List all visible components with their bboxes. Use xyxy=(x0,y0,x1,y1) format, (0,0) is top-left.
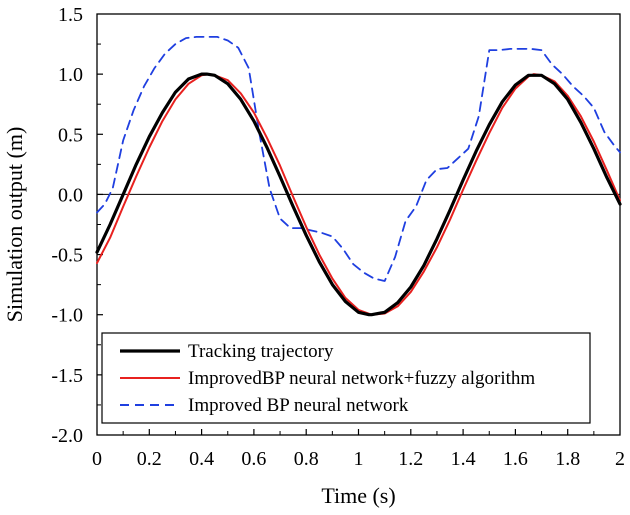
x-tick-label: 0.4 xyxy=(189,448,214,470)
legend: Tracking trajectory ImprovedBP neural net… xyxy=(101,332,591,424)
x-tick-label: 1.8 xyxy=(555,448,580,470)
legend-label-1: Tracking trajectory xyxy=(188,341,334,362)
y-tick-label: 1.5 xyxy=(58,4,83,26)
series-line-1 xyxy=(95,72,622,317)
x-tick-label: 1.6 xyxy=(503,448,528,470)
legend-box xyxy=(101,332,591,424)
x-tick-label: 1 xyxy=(354,448,364,470)
y-tick-label: 0.5 xyxy=(58,124,83,146)
y-tick-label: 1.0 xyxy=(58,64,83,86)
y-tick-label: -2.0 xyxy=(51,425,83,447)
x-tick-label: 0.8 xyxy=(294,448,319,470)
y-tick-label: 0.0 xyxy=(58,184,83,206)
x-tick-label: 2 xyxy=(615,448,625,470)
y-tick-label: -0.5 xyxy=(51,245,83,267)
legend-label-3: Improved BP neural network xyxy=(188,395,409,416)
x-tick-label: 0 xyxy=(92,448,102,470)
x-tick-label: 0.2 xyxy=(137,448,162,470)
series-line-3 xyxy=(96,36,621,282)
x-tick-label: 0.6 xyxy=(241,448,266,470)
x-tick-label: 1.2 xyxy=(398,448,423,470)
y-tick-label: -1.5 xyxy=(51,365,83,387)
x-tick-label: 1.4 xyxy=(451,448,476,470)
y-axis-title: Simulation output (m) xyxy=(2,127,27,323)
legend-label-2: ImprovedBP neural network+fuzzy algorith… xyxy=(188,368,535,389)
series-layer xyxy=(95,36,622,317)
axes: 1.5 1.0 0.5 0.0 -0.5 -1.0 -1.5 -2.0 0 0.2 0.4 0.6 0.… xyxy=(2,4,625,508)
x-axis-title: Time (s) xyxy=(321,483,395,508)
y-tick-label: -1.0 xyxy=(51,305,83,327)
